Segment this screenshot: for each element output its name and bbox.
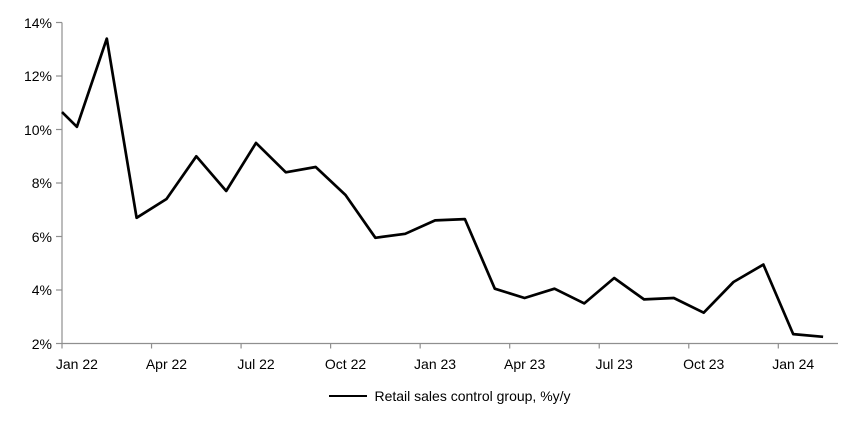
x-axis-label: Jul 22 (237, 356, 275, 372)
x-axis-label: Apr 23 (503, 356, 546, 372)
x-axis-label: Jan 24 (772, 356, 815, 372)
legend-label: Retail sales control group, %y/y (374, 388, 571, 404)
y-axis-label: 14% (23, 14, 52, 31)
legend-line-sample (329, 395, 368, 397)
x-axis-label: Oct 23 (683, 356, 725, 372)
x-axis-label: Oct 22 (324, 356, 367, 372)
y-axis-label: 12% (23, 68, 52, 84)
legend: Retail sales control group, %y/y (62, 386, 838, 406)
y-axis-label: 8% (31, 175, 52, 191)
series-line-retail-sales-control-group (61, 37, 824, 339)
y-axis-label: 10% (23, 121, 52, 138)
y-axis-label: 6% (31, 228, 52, 245)
x-axis-label: Jan 22 (55, 356, 98, 372)
x-axis-label: Jan 23 (414, 356, 457, 372)
y-axis-label: 4% (31, 282, 52, 298)
x-axis-label: Apr 22 (145, 356, 188, 372)
x-axis-label: Jul 23 (595, 356, 633, 372)
y-axis-label: 2% (31, 335, 52, 352)
